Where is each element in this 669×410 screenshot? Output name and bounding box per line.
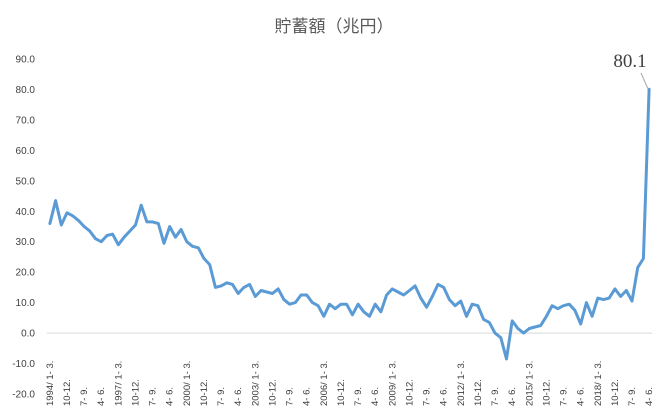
y-tick-label: 10.0 [16, 298, 36, 309]
x-tick-label: 7- 9. [216, 387, 227, 406]
x-tick-label: 2003/ 1- 3. [250, 361, 261, 406]
y-tick-label: 80.0 [16, 85, 36, 96]
x-tick-label: 1994/ 1- 3. [45, 361, 56, 406]
y-tick-label: 70.0 [16, 115, 36, 126]
x-axis-ticks: 1994/ 1- 3. 10-12. 7- 9. 4- 6. 1997/ 1- 3. 10… [45, 361, 655, 406]
y-tick-label: 0.0 [21, 329, 35, 340]
x-tick-label: 10-12. [610, 379, 621, 406]
x-tick-label: 4- 6. [507, 387, 518, 406]
y-axis-ticks: -20.0 -10.0 0.0 10.0 20.0 30.0 40.0 50.0 60.0 70.… [12, 55, 35, 401]
x-tick-label: 4- 6. [370, 387, 381, 406]
x-tick-label: 10-12. [62, 379, 73, 406]
x-tick-label: 7- 9. [422, 387, 433, 406]
x-tick-label: 2009/ 1- 3. [387, 361, 398, 406]
x-tick-label: 2018/ 1- 3. [593, 361, 604, 406]
y-tick-label: -10.0 [12, 359, 35, 370]
x-tick-label: 4- 6. [302, 387, 313, 406]
x-tick-label: 10-12. [404, 379, 415, 406]
x-tick-label: 7- 9. [79, 387, 90, 406]
x-tick-label: 4- 6. [165, 387, 176, 406]
x-tick-label: 2015/ 1- 3. [524, 361, 535, 406]
x-tick-label: 4- 6. [233, 387, 244, 406]
x-tick-label: 7- 9. [148, 387, 159, 406]
x-tick-label: 7- 9. [285, 387, 296, 406]
x-tick-label: 10-12. [267, 379, 278, 406]
x-tick-label: 10-12. [336, 379, 347, 406]
x-tick-label: 2006/ 1- 3. [319, 361, 330, 406]
y-tick-label: 30.0 [16, 237, 36, 248]
x-tick-label: 2000/ 1- 3. [182, 361, 193, 406]
callout-leader-line [640, 72, 649, 90]
x-tick-label: 7- 9. [627, 387, 638, 406]
x-tick-label: 10-12. [473, 379, 484, 406]
chart-title: 貯蓄額（兆円） [275, 17, 394, 37]
x-tick-label: 4- 6. [439, 387, 450, 406]
x-tick-label: 7- 9. [559, 387, 570, 406]
y-tick-label: 50.0 [16, 176, 36, 187]
x-tick-label: 10-12. [199, 379, 210, 406]
x-tick-label: 4- 6. [576, 387, 587, 406]
x-tick-label: 7- 9. [490, 387, 501, 406]
x-tick-label: 10-12. [541, 379, 552, 406]
y-tick-label: 20.0 [16, 268, 36, 279]
y-tick-label: 90.0 [16, 55, 36, 66]
series-line [48, 87, 651, 361]
x-tick-label: 2012/ 1- 3. [456, 361, 467, 406]
x-tick-label: 10-12. [130, 379, 141, 406]
x-tick-label: 7- 9. [353, 387, 364, 406]
x-tick-label: 4- 6. [644, 387, 655, 406]
x-tick-label: 1997/ 1- 3. [113, 361, 124, 406]
callout-label: 80.1 [613, 51, 646, 72]
x-tick-label: 4- 6. [96, 387, 107, 406]
y-tick-label: 40.0 [16, 207, 36, 218]
y-tick-label: 60.0 [16, 146, 36, 157]
y-tick-label: -20.0 [12, 390, 35, 401]
